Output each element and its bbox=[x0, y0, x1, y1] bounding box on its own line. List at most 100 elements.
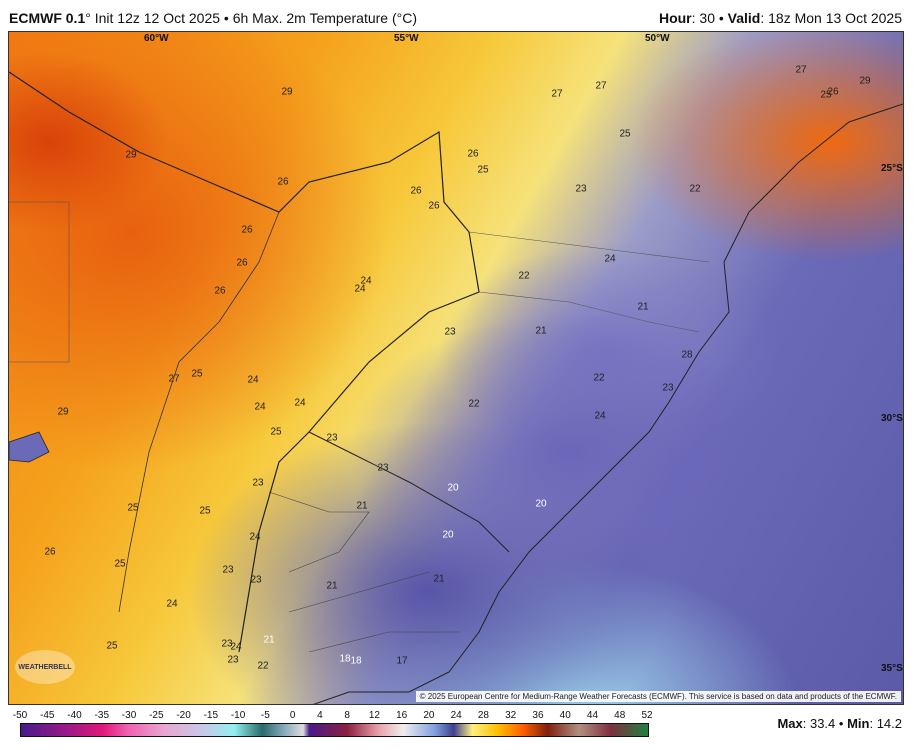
lon-label: 60°W bbox=[144, 33, 169, 44]
temperature-label: 25 bbox=[106, 640, 118, 652]
colorbar-tick: 32 bbox=[505, 710, 517, 721]
temperature-label: 23 bbox=[221, 638, 233, 650]
lat-label: 30°S bbox=[881, 413, 903, 424]
temperature-label: 21 bbox=[433, 573, 445, 585]
temperature-label: 26 bbox=[428, 200, 440, 212]
valid-value: : 18z Mon 13 Oct 2025 bbox=[760, 10, 902, 26]
temperature-label: 27 bbox=[168, 373, 180, 385]
temperature-label: 29 bbox=[125, 149, 137, 161]
temperature-label: 23 bbox=[377, 462, 389, 474]
temperature-label: 24 bbox=[604, 253, 616, 265]
temperature-label: 18 bbox=[339, 653, 351, 665]
temperature-label: 20 bbox=[447, 482, 459, 494]
temperature-label: 25 bbox=[820, 89, 832, 101]
valid-label: Valid bbox=[727, 10, 761, 26]
colorbar-tick: -20 bbox=[176, 710, 191, 721]
colorbar-tick: -15 bbox=[203, 710, 219, 721]
colorbar-tick: 20 bbox=[423, 710, 435, 721]
temperature-label: 23 bbox=[575, 183, 587, 195]
temperature-label: 20 bbox=[442, 529, 454, 541]
temperature-label: 29 bbox=[859, 75, 871, 87]
max-label: Max bbox=[777, 716, 803, 731]
lon-label: 55°W bbox=[394, 33, 419, 44]
temperature-label: 25 bbox=[191, 368, 203, 380]
colorbar-tick: 40 bbox=[559, 710, 571, 721]
temperature-label: 23 bbox=[222, 564, 234, 576]
temperature-label: 25 bbox=[127, 502, 139, 514]
colorbar-tick: 48 bbox=[614, 710, 626, 721]
temperature-label: 18 bbox=[350, 655, 362, 667]
weatherbell-logo: WEATHERBELL bbox=[15, 650, 75, 684]
temperature-label: 21 bbox=[263, 634, 275, 646]
temperature-label: 26 bbox=[214, 285, 226, 297]
temperature-label: 22 bbox=[468, 398, 480, 410]
temperature-label: 24 bbox=[247, 374, 259, 386]
temperature-label: 25 bbox=[477, 164, 489, 176]
temperature-label: 24 bbox=[230, 641, 242, 653]
colorbar-tick: 12 bbox=[368, 710, 380, 721]
map-title: ECMWF 0.1° Init 12z 12 Oct 2025 • 6h Max… bbox=[9, 10, 417, 26]
temperature-label: 25 bbox=[114, 558, 126, 570]
temperature-label: 26 bbox=[241, 224, 253, 236]
colorbar-tick: -40 bbox=[67, 710, 82, 721]
hour-label: Hour bbox=[658, 10, 692, 26]
colorbar-tick: -50 bbox=[12, 710, 28, 721]
temperature-label: 26 bbox=[410, 185, 422, 197]
country-border bbox=[9, 71, 480, 653]
temperature-label: 29 bbox=[57, 406, 69, 418]
temperature-label: 26 bbox=[44, 546, 56, 558]
colorbar-tick: 28 bbox=[477, 710, 489, 721]
min-value: 14.2 bbox=[876, 716, 902, 731]
lagoon bbox=[9, 431, 50, 463]
country-border bbox=[308, 431, 510, 553]
colorbar-tick: -10 bbox=[230, 710, 246, 721]
lon-label: 50°W bbox=[645, 33, 670, 44]
temperature-label: 22 bbox=[689, 183, 701, 195]
temperature-label: 24 bbox=[254, 401, 266, 413]
temperature-label: 24 bbox=[360, 275, 372, 287]
lat-label: 25°S bbox=[881, 163, 903, 174]
temperature-label: 26 bbox=[827, 86, 839, 98]
hour-value: : 30 • bbox=[691, 10, 728, 26]
colorbar-tick: 24 bbox=[450, 710, 462, 721]
colorbar-tick: -25 bbox=[149, 710, 164, 721]
temperature-label: 27 bbox=[795, 64, 807, 76]
temperature-label: 24 bbox=[354, 283, 366, 295]
temperature-label: 26 bbox=[277, 176, 289, 188]
temperature-label: 23 bbox=[250, 574, 262, 586]
temperature-label: 24 bbox=[594, 410, 606, 422]
temperature-label: 23 bbox=[326, 432, 338, 444]
temperature-label: 29 bbox=[281, 86, 293, 98]
colorbar-tick: 36 bbox=[532, 710, 544, 721]
temperature-label: 23 bbox=[227, 654, 239, 666]
valid-time: Hour: 30 • Valid: 18z Mon 13 Oct 2025 bbox=[659, 10, 902, 26]
temperature-label: 26 bbox=[467, 148, 479, 160]
temperature-label: 27 bbox=[595, 80, 607, 92]
temperature-label: 24 bbox=[249, 531, 261, 543]
colorbar-tick: -35 bbox=[94, 710, 110, 721]
colorbar-tick: 0 bbox=[289, 710, 296, 721]
colorbar-tick: 4 bbox=[317, 710, 323, 721]
temperature-label: 23 bbox=[444, 326, 456, 338]
temperature-label: 21 bbox=[637, 301, 649, 313]
lat-label: 35°S bbox=[881, 663, 903, 674]
temperature-label: 17 bbox=[396, 655, 408, 667]
temperature-label: 20 bbox=[535, 498, 547, 510]
colorbar-tick: 52 bbox=[641, 710, 653, 721]
min-label: Min bbox=[847, 716, 870, 731]
country-border bbox=[118, 211, 280, 613]
coastline bbox=[313, 103, 903, 704]
colorbar bbox=[20, 723, 649, 737]
temperature-label: 23 bbox=[252, 477, 264, 489]
max-value: 33.4 bbox=[809, 716, 836, 731]
temperature-map[interactable]: 29 27 27 27 26 29 25 29 26 25 25 26 26 26 23 22 26 26 24 22… bbox=[8, 31, 904, 705]
max-min-stats: Max: 33.4 • Min: 14.2 bbox=[777, 716, 902, 731]
colorbar-tick: -5 bbox=[260, 710, 270, 721]
state-border bbox=[268, 491, 459, 653]
temperature-label: 21 bbox=[326, 580, 338, 592]
temperature-label: 25 bbox=[199, 505, 211, 517]
temperature-label: 23 bbox=[662, 382, 674, 394]
colorbar-tick: 44 bbox=[586, 710, 599, 721]
borders-coastline bbox=[9, 71, 903, 704]
temperature-label: 26 bbox=[236, 257, 248, 269]
